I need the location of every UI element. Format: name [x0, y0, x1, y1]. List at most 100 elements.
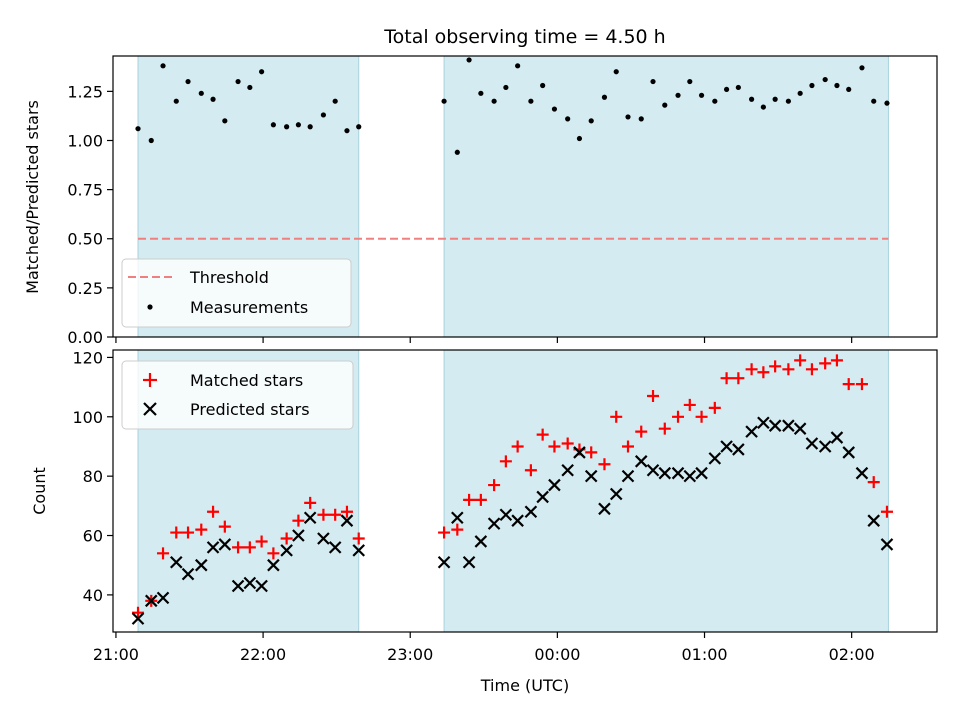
- measurement-point-37: [662, 102, 668, 108]
- matched-star-point-29: [561, 437, 574, 450]
- predicted-star-point-22: [474, 535, 488, 548]
- bottom-x-tick-label-4: 01:00: [681, 645, 727, 664]
- predicted-star-point-39: [683, 469, 697, 483]
- matched-star-point-48: [794, 354, 807, 367]
- predicted-star-point-29: [561, 463, 574, 477]
- matched-star-point-14: [304, 496, 317, 509]
- matched-star-point-7: [218, 520, 231, 533]
- predicted-star-point-37: [658, 466, 672, 480]
- legend-predicted-swatch: [143, 402, 157, 416]
- bottom-x-axis-label: Time (UTC): [480, 676, 569, 695]
- matched-star-point-46: [769, 360, 782, 373]
- measurement-point-42: [723, 86, 730, 93]
- predicted-star-point-20: [451, 511, 464, 524]
- top-plot-frame: [112, 55, 938, 338]
- matched-star-point-32: [598, 458, 611, 471]
- matched-star-point-13: [292, 514, 305, 527]
- measurement-points: [135, 57, 890, 155]
- matched-star-point-0: [132, 606, 145, 619]
- bottom-y-tick-label-1: 60: [83, 527, 103, 546]
- matched-star-point-31: [585, 446, 598, 459]
- matched-star-point-43: [732, 372, 745, 385]
- measurement-point-43: [735, 84, 741, 91]
- predicted-star-point-28: [548, 478, 561, 492]
- matched-star-point-5: [195, 523, 208, 536]
- measurement-point-39: [687, 78, 693, 85]
- measurement-point-30: [576, 135, 583, 142]
- top-shaded-spans: [137, 55, 889, 338]
- matched-star-point-51: [830, 354, 843, 367]
- legend-threshold-label: Threshold: [189, 268, 269, 287]
- matched-star-point-34: [622, 440, 634, 453]
- measurement-point-22: [478, 90, 484, 96]
- matched-star-point-44: [745, 363, 758, 376]
- measurement-point-7: [222, 118, 228, 124]
- measurement-point-1: [148, 137, 154, 144]
- matched-star-point-18: [352, 532, 365, 545]
- measurement-point-17: [344, 128, 350, 134]
- predicted-star-point-48: [793, 422, 807, 435]
- matched-star-point-41: [708, 401, 721, 414]
- measurement-point-49: [809, 82, 815, 89]
- measurement-point-50: [822, 76, 828, 83]
- measurement-point-33: [613, 69, 619, 75]
- matched-star-point-16: [329, 508, 342, 521]
- predicted-star-point-49: [805, 437, 819, 450]
- predicted-star-point-1: [144, 594, 158, 608]
- matched-star-point-11: [267, 547, 280, 560]
- bottom-shaded-span-1: [443, 349, 889, 633]
- bottom-x-tick-label-5: 02:00: [829, 645, 875, 664]
- predicted-star-point-16: [328, 541, 342, 554]
- matched-star-point-52: [842, 378, 855, 391]
- measurement-point-47: [785, 98, 791, 104]
- measurement-point-53: [859, 65, 865, 71]
- matched-star-point-4: [182, 526, 195, 539]
- top-y-tick-label-1: 0.25: [67, 279, 103, 298]
- measurement-point-24: [503, 84, 509, 91]
- measurement-point-6: [210, 96, 216, 102]
- predicted-star-point-42: [720, 440, 733, 453]
- measurement-point-32: [601, 94, 608, 100]
- predicted-star-point-55: [880, 538, 894, 551]
- predicted-star-point-36: [646, 463, 660, 477]
- measurement-point-40: [698, 92, 705, 98]
- measurement-point-2: [160, 63, 166, 69]
- measurement-point-29: [565, 116, 571, 122]
- predicted-star-point-10: [255, 579, 268, 593]
- matched-star-point-39: [683, 398, 696, 411]
- matched-star-point-47: [782, 363, 795, 376]
- legend-predicted-label: Predicted stars: [190, 400, 310, 419]
- predicted-star-point-23: [487, 517, 501, 530]
- matched-star-point-35: [635, 425, 648, 438]
- measurement-point-51: [834, 82, 840, 89]
- measurement-point-36: [650, 78, 656, 85]
- matched-star-point-55: [880, 505, 893, 518]
- measurement-point-15: [320, 112, 327, 118]
- matched-star-point-8: [232, 541, 245, 554]
- top-chart-title: Total observing time = 4.50 h: [383, 26, 665, 48]
- matched-star-point-42: [720, 372, 733, 385]
- predicted-star-point-32: [598, 502, 611, 516]
- bottom-y-ticks: 40 60 80 100 120: [72, 348, 113, 605]
- bottom-x-ticks: 21:00 22:00 23:00 00:00 01:00 02:00: [93, 632, 875, 664]
- measurement-point-0: [135, 126, 141, 132]
- predicted-star-point-3: [169, 555, 183, 569]
- measurement-point-4: [185, 78, 191, 85]
- matched-star-point-27: [536, 428, 549, 441]
- matched-star-point-37: [658, 422, 671, 435]
- predicted-star-point-54: [867, 514, 881, 527]
- measurement-point-20: [454, 149, 460, 155]
- legend-measurements-label: Measurements: [190, 298, 308, 317]
- top-x-ticks: [115, 337, 853, 343]
- predicted-star-point-24: [499, 508, 513, 522]
- bottom-y-tick-label-2: 80: [83, 467, 103, 486]
- predicted-star-point-5: [195, 558, 208, 572]
- matched-star-point-12: [280, 532, 293, 545]
- predicted-star-point-25: [511, 514, 524, 527]
- top-y-axis-label: Matched/Predicted stars: [23, 100, 42, 294]
- predicted-star-point-21: [462, 555, 476, 569]
- measurement-point-48: [797, 90, 803, 96]
- matched-star-point-26: [524, 464, 537, 477]
- matched-star-point-10: [255, 535, 268, 548]
